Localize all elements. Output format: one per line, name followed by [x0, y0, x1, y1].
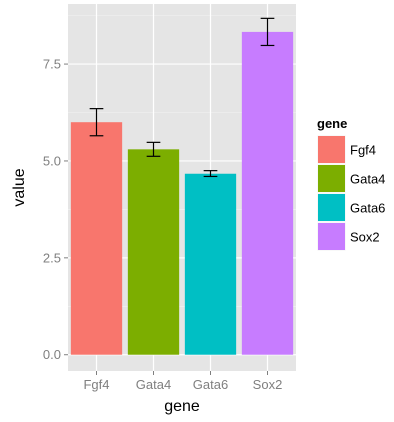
x-tick-label: Gata6: [193, 377, 228, 392]
error-bar-sox2: [260, 17, 275, 47]
bar-sox2: [241, 31, 294, 355]
bar-gata4: [127, 149, 180, 355]
bar-fgf4: [70, 122, 123, 355]
y-tick-label: 7.5: [43, 57, 61, 72]
legend-label-fgf4: Fgf4: [350, 143, 376, 158]
y-tick-label: 0.0: [43, 347, 61, 362]
error-bar-fgf4: [89, 108, 104, 137]
legend-title: gene: [317, 116, 347, 131]
legend: gene Fgf4 Gata4 Gata6 Sox2: [316, 116, 385, 252]
bar-gata6: [184, 173, 237, 355]
error-bar-gata6: [203, 170, 218, 178]
legend-key-gata6: [318, 194, 345, 221]
x-axis-title: gene: [164, 398, 200, 415]
x-tick-label: Gata4: [136, 377, 171, 392]
legend-key-fgf4: [318, 136, 345, 163]
y-tick-label: 2.5: [43, 250, 61, 265]
legend-key-gata4: [318, 165, 345, 192]
error-bar-gata4: [146, 141, 161, 157]
legend-label-gata4: Gata4: [350, 172, 385, 187]
y-axis-title: value: [11, 168, 28, 206]
y-tick-label: 5.0: [43, 153, 61, 168]
legend-label-gata6: Gata6: [350, 201, 385, 216]
legend-label-sox2: Sox2: [350, 230, 380, 245]
x-tick-label: Fgf4: [83, 377, 109, 392]
legend-key-sox2: [318, 223, 345, 250]
x-tick-label: Sox2: [253, 377, 283, 392]
